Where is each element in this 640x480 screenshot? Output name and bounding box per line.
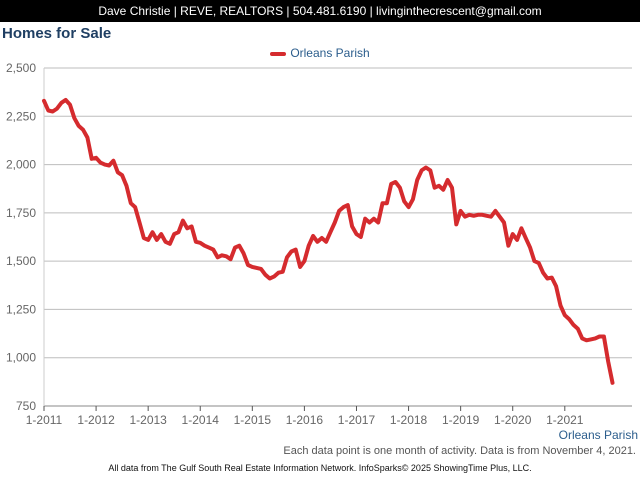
x-tick-label: 1-2019 (442, 413, 480, 427)
y-tick-label: 750 (16, 399, 36, 413)
x-tick-label: 1-2016 (286, 413, 324, 427)
x-tick-label: 1-2012 (77, 413, 115, 427)
x-tick-label: 1-2014 (182, 413, 220, 427)
series-layer (42, 97, 615, 385)
x-tick-label: 1-2018 (390, 413, 428, 427)
chart-legend[interactable]: Orleans Parish (0, 46, 640, 60)
legend-label: Orleans Parish (290, 46, 370, 60)
chart-title: Homes for Sale (2, 25, 112, 42)
y-tick-label: 1,250 (6, 302, 36, 316)
grid-lines (44, 67, 632, 407)
x-tick-label: 1-2013 (129, 413, 167, 427)
x-tick-label: 1-2021 (546, 413, 584, 427)
y-tick-label: 2,500 (6, 61, 36, 75)
y-tick-label: 1,500 (6, 254, 36, 268)
x-tick-label: 1-2015 (234, 413, 272, 427)
y-tick-label: 1,000 (6, 351, 36, 365)
y-tick-label: 1,750 (6, 206, 36, 220)
series-line-orleans-parish[interactable] (42, 97, 615, 385)
region-label: Orleans Parish (558, 428, 638, 442)
x-tick-label: 1-2017 (338, 413, 376, 427)
header-contact-bar: Dave Christie | REVE, REALTORS | 504.481… (0, 0, 640, 22)
x-axis: 1-2011 1-2012 1-2013 1-2014 1-2015 1-2016 1-20… (26, 406, 584, 427)
legend-swatch (270, 51, 287, 56)
y-axis: 750 1,000 1,250 1,500 1,750 2,000 2,250 2,500 (6, 61, 45, 413)
data-note: Each data point is one month of activity… (283, 445, 636, 457)
y-tick-label: 2,250 (6, 109, 36, 123)
footer-credit: All data from The Gulf South Real Estate… (108, 463, 532, 473)
y-tick-label: 2,000 (6, 158, 36, 172)
x-tick-label: 1-2011 (26, 413, 63, 427)
x-tick-label: 1-2020 (494, 413, 532, 427)
